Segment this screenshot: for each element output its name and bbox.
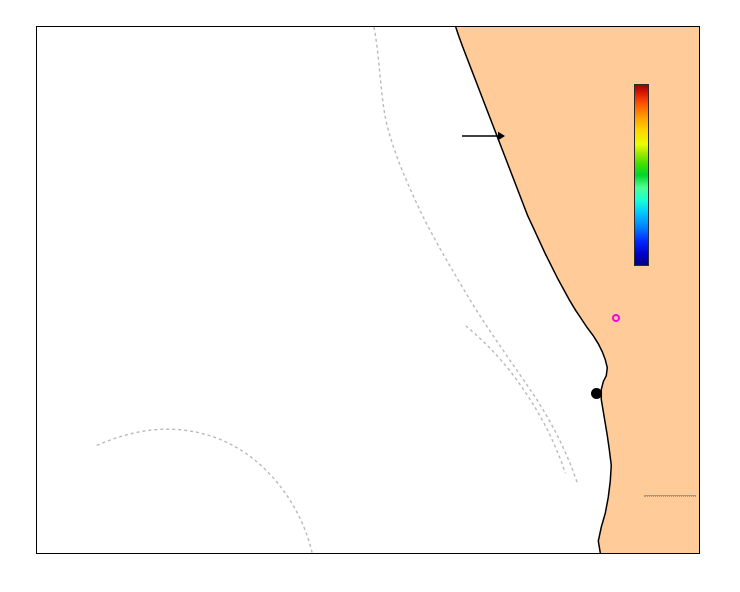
depth-1000m-line-swatch xyxy=(644,496,696,497)
map-plot-area[interactable] xyxy=(36,26,700,554)
argo-legend-entry xyxy=(612,314,630,322)
dongara-legend-entry xyxy=(591,388,609,399)
velocity-reference-arrow xyxy=(462,131,505,141)
colorbar-title xyxy=(655,84,675,266)
depth-200m-line-swatch xyxy=(644,494,696,496)
dongara-marker-icon xyxy=(591,388,602,399)
argo-marker-icon xyxy=(612,314,620,322)
colorbar[interactable] xyxy=(634,84,649,266)
sst-std-dev-raster xyxy=(37,27,699,553)
